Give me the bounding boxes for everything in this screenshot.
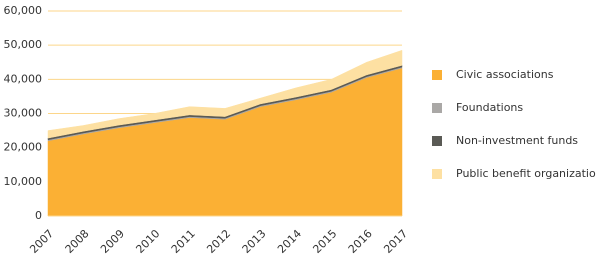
x-tick-label: 2017 bbox=[381, 227, 410, 256]
y-tick-label: 0 bbox=[35, 209, 42, 222]
x-tick-label: 2009 bbox=[98, 227, 127, 256]
x-tick-label: 2011 bbox=[169, 227, 198, 256]
legend-swatch bbox=[432, 70, 442, 80]
legend-label: Non-investment funds bbox=[456, 134, 578, 147]
x-tick-label: 2013 bbox=[240, 227, 269, 256]
y-tick-label: 30,000 bbox=[4, 107, 43, 120]
x-tick-label: 2015 bbox=[310, 227, 339, 256]
legend-label: Foundations bbox=[456, 101, 523, 114]
legend-swatch bbox=[432, 169, 442, 179]
legend-swatch bbox=[432, 103, 442, 113]
y-tick-label: 40,000 bbox=[4, 72, 43, 85]
legend-swatch bbox=[432, 136, 442, 146]
x-tick-label: 2010 bbox=[133, 227, 162, 256]
x-tick-label: 2007 bbox=[27, 227, 56, 256]
x-tick-label: 2014 bbox=[275, 227, 304, 256]
legend-label: Civic associations bbox=[456, 68, 554, 81]
y-tick-label: 50,000 bbox=[4, 38, 43, 51]
area bbox=[47, 49, 403, 139]
y-tick-label: 60,000 bbox=[4, 4, 43, 17]
x-tick-label: 2012 bbox=[204, 227, 233, 256]
x-tick-label: 2016 bbox=[346, 227, 375, 256]
y-tick-label: 20,000 bbox=[4, 141, 43, 154]
area bbox=[47, 67, 403, 217]
x-tick-label: 2008 bbox=[63, 227, 92, 256]
legend-label: Public benefit organizations bbox=[456, 167, 596, 180]
y-tick-label: 10,000 bbox=[4, 175, 43, 188]
